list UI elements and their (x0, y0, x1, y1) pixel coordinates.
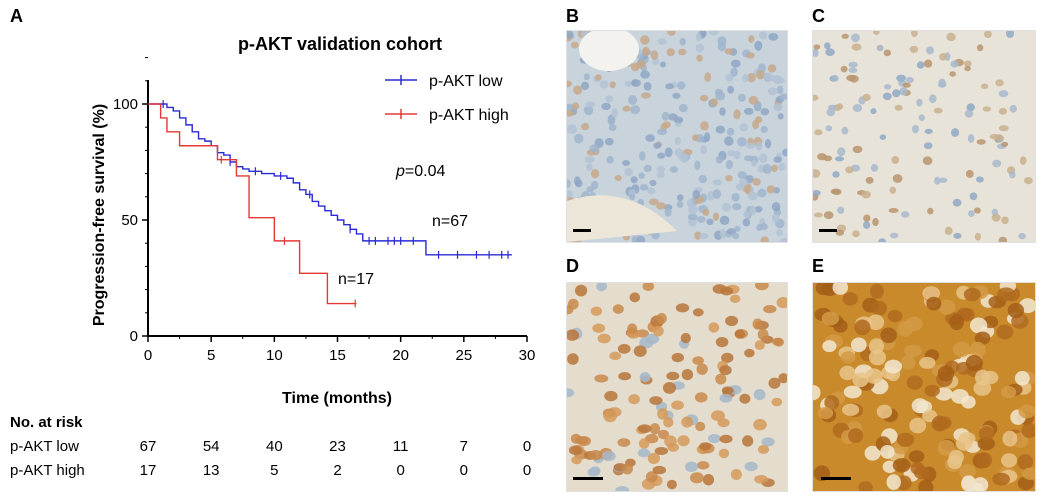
risk-value: 0 (522, 462, 532, 479)
risk-value: 54 (202, 438, 220, 455)
x-tick-label: 5 (207, 347, 215, 364)
histology-image-d (566, 282, 788, 492)
p-value-number: =0.04 (405, 163, 446, 180)
risk-value: 13 (202, 462, 220, 479)
risk-value: 0 (522, 438, 532, 455)
y-tick-label: 50 (121, 212, 138, 229)
x-tick-label: 25 (455, 347, 472, 364)
risk-value: 7 (459, 438, 468, 455)
x-tick-label: 15 (329, 347, 346, 364)
risk-value: 5 (270, 462, 279, 479)
panel-label-b: B (566, 6, 579, 26)
panel-label-a: A (10, 6, 23, 26)
y-tick-label: 0 (130, 328, 138, 345)
legend-label-low: p-AKT low (429, 73, 503, 90)
series-line-low (148, 103, 512, 256)
risk-value: 17 (139, 462, 157, 479)
risk-value: 0 (459, 462, 468, 479)
panel-label-d: D (566, 256, 579, 276)
risk-row-label-high: p-AKT high (10, 462, 85, 479)
histology-image-c (812, 30, 1036, 243)
x-tick-label: 0 (144, 347, 152, 364)
histology-image-e (812, 282, 1036, 492)
p-value-symbol: p (395, 163, 405, 180)
risk-value: 11 (392, 438, 409, 455)
risk-value: 40 (265, 438, 283, 455)
n-label-low: n=67 (432, 213, 468, 230)
risk-row-label-low: p-AKT low (10, 438, 79, 455)
chart-title: p-AKT validation cohort (238, 34, 442, 54)
risk-value: 0 (396, 462, 405, 479)
x-tick-label: 30 (519, 347, 536, 364)
panel-label-e: E (812, 256, 825, 276)
risk-value: 2 (333, 462, 342, 479)
y-tick-label: 100 (113, 96, 138, 113)
series-line-high (148, 103, 357, 305)
risk-value: 23 (329, 438, 346, 455)
x-tick-label: 20 (392, 347, 409, 364)
n-label-high: n=17 (338, 271, 374, 288)
histology-image-b (566, 30, 788, 243)
x-axis-label: Time (months) (282, 390, 392, 407)
p-value: p=0.04 (395, 163, 445, 180)
x-tick-label: 10 (266, 347, 283, 364)
risk-table-header: No. at risk (10, 414, 83, 431)
y-axis-label: Progression-free survival (%) (91, 104, 108, 326)
risk-value: 67 (139, 438, 157, 455)
legend-label-high: p-AKT high (429, 107, 509, 124)
panel-label-c: C (812, 6, 825, 26)
